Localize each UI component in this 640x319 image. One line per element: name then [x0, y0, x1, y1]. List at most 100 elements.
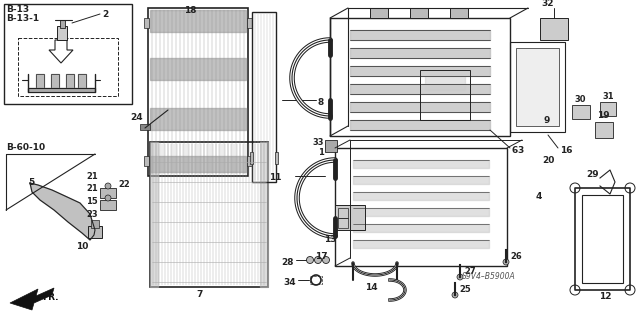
Bar — [335, 148, 507, 266]
Polygon shape — [350, 30, 490, 40]
Bar — [595, 122, 613, 138]
Text: 1: 1 — [318, 148, 324, 157]
Bar — [370, 8, 388, 18]
Polygon shape — [150, 10, 246, 32]
Bar — [66, 74, 74, 88]
Bar — [335, 205, 365, 230]
Bar — [582, 195, 623, 283]
Bar — [4, 4, 132, 104]
Text: 29: 29 — [586, 170, 598, 179]
Circle shape — [105, 183, 111, 189]
Text: 17: 17 — [316, 252, 328, 261]
Bar — [57, 26, 67, 40]
Text: 3: 3 — [517, 146, 524, 155]
Bar — [91, 220, 99, 228]
Text: 12: 12 — [599, 292, 611, 301]
Circle shape — [503, 259, 509, 265]
Bar — [100, 188, 116, 198]
Text: B-13-1: B-13-1 — [6, 14, 39, 23]
Bar — [144, 18, 149, 28]
Text: 34: 34 — [284, 278, 296, 287]
Text: S9V4–B5900A: S9V4–B5900A — [462, 272, 516, 281]
Polygon shape — [350, 102, 490, 112]
Polygon shape — [150, 108, 246, 130]
Bar — [310, 276, 322, 284]
Bar — [516, 48, 559, 126]
Text: B-60-10: B-60-10 — [6, 143, 45, 152]
Polygon shape — [350, 66, 490, 76]
Bar — [252, 12, 276, 182]
Bar — [18, 38, 118, 96]
Polygon shape — [353, 208, 489, 216]
Text: 11: 11 — [269, 173, 282, 182]
Polygon shape — [353, 240, 489, 248]
Text: 28: 28 — [282, 258, 294, 267]
Bar — [250, 152, 253, 164]
Circle shape — [105, 195, 111, 201]
Text: B-13: B-13 — [6, 5, 29, 14]
Bar — [572, 105, 590, 119]
Polygon shape — [353, 176, 489, 184]
Bar — [325, 140, 337, 152]
Text: 27: 27 — [464, 267, 476, 276]
Bar — [51, 74, 59, 88]
Bar — [540, 18, 568, 40]
Text: 31: 31 — [602, 92, 614, 101]
Polygon shape — [150, 142, 158, 287]
Text: 22: 22 — [118, 180, 130, 189]
Text: 21: 21 — [86, 172, 98, 181]
Polygon shape — [10, 288, 54, 310]
Bar — [148, 8, 248, 176]
Bar — [88, 226, 102, 238]
Bar — [78, 74, 86, 88]
Bar — [450, 8, 468, 18]
Bar — [338, 218, 348, 228]
Polygon shape — [353, 192, 489, 200]
Bar — [140, 124, 150, 130]
Text: 9: 9 — [543, 116, 549, 125]
Text: 23: 23 — [86, 210, 98, 219]
Polygon shape — [260, 142, 268, 287]
Polygon shape — [78, 74, 86, 88]
Text: 15: 15 — [86, 197, 98, 206]
Circle shape — [323, 256, 330, 263]
Text: 26: 26 — [510, 252, 522, 261]
Bar — [575, 188, 630, 290]
Bar — [420, 70, 470, 120]
Polygon shape — [353, 160, 489, 168]
Polygon shape — [350, 48, 490, 58]
Polygon shape — [150, 156, 246, 172]
Bar — [36, 74, 44, 88]
Text: 6: 6 — [512, 146, 518, 155]
Text: 32: 32 — [541, 0, 554, 8]
Polygon shape — [350, 84, 490, 94]
Text: 8: 8 — [318, 98, 324, 107]
Bar — [510, 42, 565, 132]
Bar — [275, 152, 278, 164]
Circle shape — [457, 274, 463, 280]
Polygon shape — [150, 58, 246, 80]
Bar — [247, 156, 252, 166]
Text: 33: 33 — [312, 138, 324, 147]
Text: 30: 30 — [574, 95, 586, 104]
Bar — [247, 18, 252, 28]
Text: 13: 13 — [324, 235, 336, 244]
Polygon shape — [51, 74, 59, 88]
Polygon shape — [350, 120, 490, 130]
Text: 16: 16 — [560, 146, 573, 155]
Text: 4: 4 — [536, 192, 542, 201]
Bar — [600, 102, 616, 116]
Bar — [150, 142, 268, 287]
Text: 20: 20 — [542, 156, 554, 165]
Text: 18: 18 — [184, 6, 196, 15]
Bar — [330, 18, 510, 136]
Bar — [410, 8, 428, 18]
Text: 25: 25 — [459, 285, 471, 294]
Text: 14: 14 — [365, 283, 378, 292]
Polygon shape — [66, 74, 74, 88]
Circle shape — [307, 256, 314, 263]
Text: 7: 7 — [197, 290, 203, 299]
Text: FR.: FR. — [42, 293, 58, 302]
Text: 19: 19 — [597, 111, 610, 120]
Text: 21: 21 — [86, 184, 98, 193]
